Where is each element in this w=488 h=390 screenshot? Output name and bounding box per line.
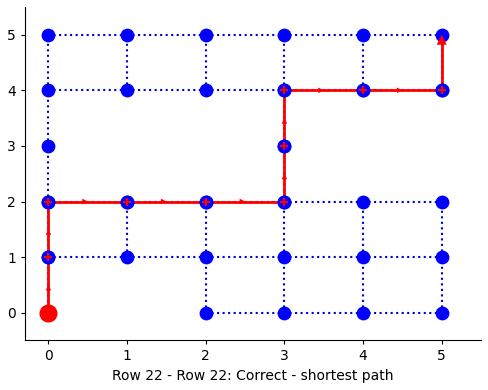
Point — [359, 254, 367, 260]
Point — [281, 199, 288, 205]
Point — [438, 254, 446, 260]
Point — [44, 199, 52, 205]
Point — [359, 199, 367, 205]
Point — [202, 87, 210, 94]
Point — [44, 32, 52, 38]
Point — [44, 143, 52, 149]
Point — [44, 254, 52, 260]
Point — [281, 87, 288, 94]
Point — [44, 254, 52, 260]
Point — [202, 32, 210, 38]
Point — [438, 310, 446, 316]
Point — [123, 32, 131, 38]
Point — [359, 310, 367, 316]
Point — [44, 254, 52, 260]
Point — [438, 87, 446, 94]
Point — [202, 199, 210, 205]
Point — [123, 87, 131, 94]
Point — [123, 199, 131, 205]
Point — [359, 87, 367, 94]
Point — [123, 199, 131, 205]
Point — [281, 199, 288, 205]
Point — [359, 32, 367, 38]
Point — [202, 254, 210, 260]
Point — [44, 87, 52, 94]
Point — [281, 32, 288, 38]
Point — [44, 199, 52, 205]
Point — [202, 199, 210, 205]
X-axis label: Row 22 - Row 22: Correct - shortest path: Row 22 - Row 22: Correct - shortest path — [112, 369, 394, 383]
Point — [123, 199, 131, 205]
Point — [281, 87, 288, 94]
Point — [359, 87, 367, 94]
Point — [438, 199, 446, 205]
Point — [281, 143, 288, 149]
Point — [281, 310, 288, 316]
Point — [44, 199, 52, 205]
Point — [202, 199, 210, 205]
Point — [438, 87, 446, 94]
Point — [123, 254, 131, 260]
Point — [281, 143, 288, 149]
Point — [281, 254, 288, 260]
Point — [281, 87, 288, 94]
Point — [359, 87, 367, 94]
Point — [438, 32, 446, 38]
Point — [44, 310, 52, 316]
Point — [44, 310, 52, 316]
Point — [202, 310, 210, 316]
Point — [281, 143, 288, 149]
Point — [438, 87, 446, 94]
Point — [281, 199, 288, 205]
